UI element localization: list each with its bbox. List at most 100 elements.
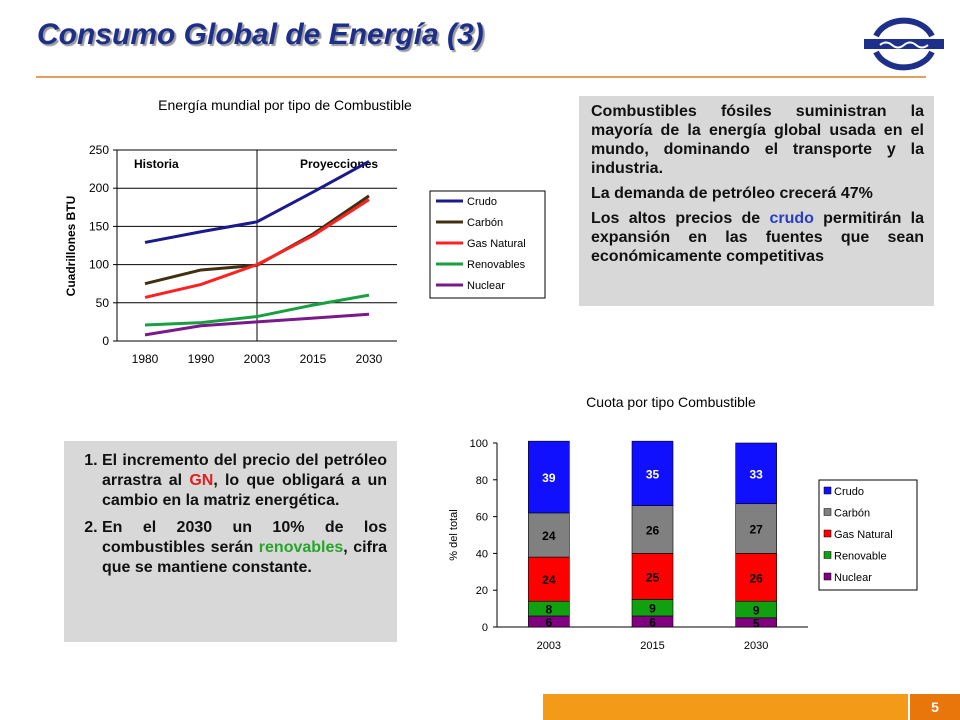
legend-label-gas-natural: Gas Natural: [467, 238, 526, 250]
annotation-proyecciones: Proyecciones: [300, 157, 378, 171]
bar-value-label-gas-natural: 25: [646, 570, 660, 584]
summary-box: Combustibles fósiles suministran la mayo…: [579, 96, 934, 306]
bar-segment-crudo: [735, 442, 777, 505]
bar-segment-gas-natural: [631, 553, 674, 600]
bar-legend-label-crudo: Crudo: [834, 486, 864, 498]
bar-value-label-crudo: 33: [749, 467, 763, 481]
line-y-tick-label: 100: [89, 258, 109, 272]
line-x-tick-label: 1990: [188, 352, 215, 366]
summary-paragraph-1: Combustibles fósiles suministran la mayo…: [591, 103, 924, 177]
bar-segment-crudo: [631, 440, 674, 506]
bar-value-label-nuclear: 5: [753, 616, 760, 630]
line-x-tick-label: 2003: [244, 352, 271, 366]
line-x-tick-label: 2015: [300, 352, 327, 366]
summary-p3-text-a: Los altos precios de: [591, 210, 770, 227]
bar-value-label-gas-natural: 24: [542, 573, 556, 587]
title-divider: [36, 76, 926, 78]
line-y-tick-label: 250: [89, 143, 109, 157]
summary-paragraph-2: La demanda de petróleo crecerá 47%: [591, 185, 873, 202]
bar-legend-swatch-carbon: [823, 508, 832, 516]
bar-segment-carbon: [735, 503, 777, 554]
line-y-tick-label: 50: [96, 296, 110, 310]
bar-segment-renovable: [735, 600, 777, 619]
bar-x-tick-label: 2015: [640, 640, 664, 652]
bar-value-label-crudo: 35: [646, 467, 660, 481]
legend-label-carbon: Carbón: [467, 217, 503, 229]
bar-segment-nuclear: [528, 615, 570, 628]
bar-y-tick-label: 60: [476, 512, 488, 524]
conclusion-1-text-b: , lo que obligará a un cambio en la matr…: [102, 472, 387, 509]
series-line-gas-natural: [144, 198, 370, 299]
company-logo: [864, 17, 944, 71]
bar-segment-nuclear: [631, 615, 674, 628]
bar-value-label-carbon: 26: [646, 523, 660, 537]
bar-segment-crudo: [528, 440, 570, 514]
bar-legend-label-gas-natural: Gas Natural: [834, 529, 893, 541]
footer-bar: [543, 694, 908, 720]
conclusions-list: El incremento del precio del petróleo ar…: [74, 451, 387, 578]
bar-segment-carbon: [631, 505, 674, 554]
bar-legend-swatch-renovable: [823, 551, 832, 559]
bar-segment-carbon: [528, 512, 570, 558]
bar-segment-renovable: [631, 599, 674, 617]
bar-legend-box: [818, 479, 918, 591]
summary-paragraph-3: Los altos precios de crudo permitirán la…: [591, 209, 924, 266]
line-chart-title: Energía mundial por tipo de Combustible: [158, 97, 412, 113]
summary-p3-highlight: crudo: [769, 210, 814, 227]
line-x-tick-label: 1980: [132, 352, 159, 366]
bar-chart-title: Cuota por tipo Combustible: [586, 394, 756, 410]
bar-legend-label-carbon: Carbón: [834, 508, 870, 520]
bar-y-tick-label: 0: [482, 622, 488, 634]
legend-label-nuclear: Nuclear: [467, 280, 505, 292]
slide-title: Consumo Global de Energía (3): [37, 18, 484, 51]
bar-segment-renovable: [528, 600, 570, 617]
bar-value-label-nuclear: 6: [649, 615, 656, 629]
conclusion-1-highlight: GN: [189, 472, 214, 489]
bar-value-label-carbon: 24: [542, 529, 556, 543]
bar-legend-swatch-crudo: [823, 486, 832, 495]
bar-value-label-renovable: 9: [753, 604, 760, 618]
annotation-historia: Historia: [134, 157, 179, 171]
conclusions-box: El incremento del precio del petróleo ar…: [64, 441, 397, 642]
line-x-tick-label: 2030: [356, 352, 383, 366]
bar-value-label-renovable: 9: [649, 602, 656, 616]
series-line-carbon: [144, 194, 370, 286]
legend-label-crudo: Crudo: [467, 196, 497, 208]
conclusion-1-text-a: El incremento del precio del petróleo ar…: [102, 452, 387, 489]
bar-segment-gas-natural: [735, 553, 777, 602]
conclusion-item-1: El incremento del precio del petróleo ar…: [102, 451, 387, 511]
line-y-tick-label: 150: [89, 219, 109, 233]
bar-x-tick-label: 2003: [537, 640, 561, 652]
line-y-tick-label: 200: [89, 181, 109, 195]
bar-chart-ylabel: % del total: [448, 509, 460, 560]
bar-legend-label-nuclear: Nuclear: [834, 572, 872, 584]
bar-y-tick-label: 80: [476, 475, 488, 487]
conclusion-item-2: En el 2030 un 10% de los combustibles se…: [102, 518, 387, 578]
line-chart-ylabel: Cuadrillones BTU: [64, 196, 78, 297]
bar-value-label-nuclear: 6: [545, 615, 552, 629]
bar-value-label-gas-natural: 26: [749, 571, 763, 585]
conclusion-2-text-a: En el 2030 un 10% de los combustibles se…: [102, 519, 387, 556]
bar-y-tick-label: 20: [476, 585, 488, 597]
series-line-nuclear: [144, 312, 370, 337]
bar-y-tick-label: 100: [470, 438, 488, 450]
page-number: 5: [910, 694, 960, 720]
bar-legend-swatch-nuclear: [823, 572, 832, 581]
bar-value-label-crudo: 39: [542, 471, 556, 485]
bar-value-label-renovable: 8: [545, 603, 552, 617]
conclusion-2-highlight: renovables: [258, 539, 344, 556]
series-line-renovables: [144, 293, 370, 327]
bar-segment-gas-natural: [528, 556, 570, 602]
conclusion-2-text-b: , cifra que se mantiene constante.: [102, 539, 388, 576]
bar-legend-swatch-gas-natural: [823, 529, 832, 538]
bar-value-label-carbon: 27: [749, 523, 763, 537]
bar-y-tick-label: 40: [476, 548, 488, 560]
line-legend-box: [429, 190, 546, 299]
bar-legend-label-renovable: Renovable: [834, 551, 887, 563]
bar-x-tick-label: 2030: [744, 640, 768, 652]
legend-label-renovables: Renovables: [467, 259, 526, 271]
summary-p3-text-b: permitirán la expansión en las fuentes q…: [591, 210, 925, 265]
line-y-tick-label: 0: [102, 334, 109, 348]
bar-segment-nuclear: [735, 617, 777, 628]
series-line-crudo: [144, 160, 370, 244]
